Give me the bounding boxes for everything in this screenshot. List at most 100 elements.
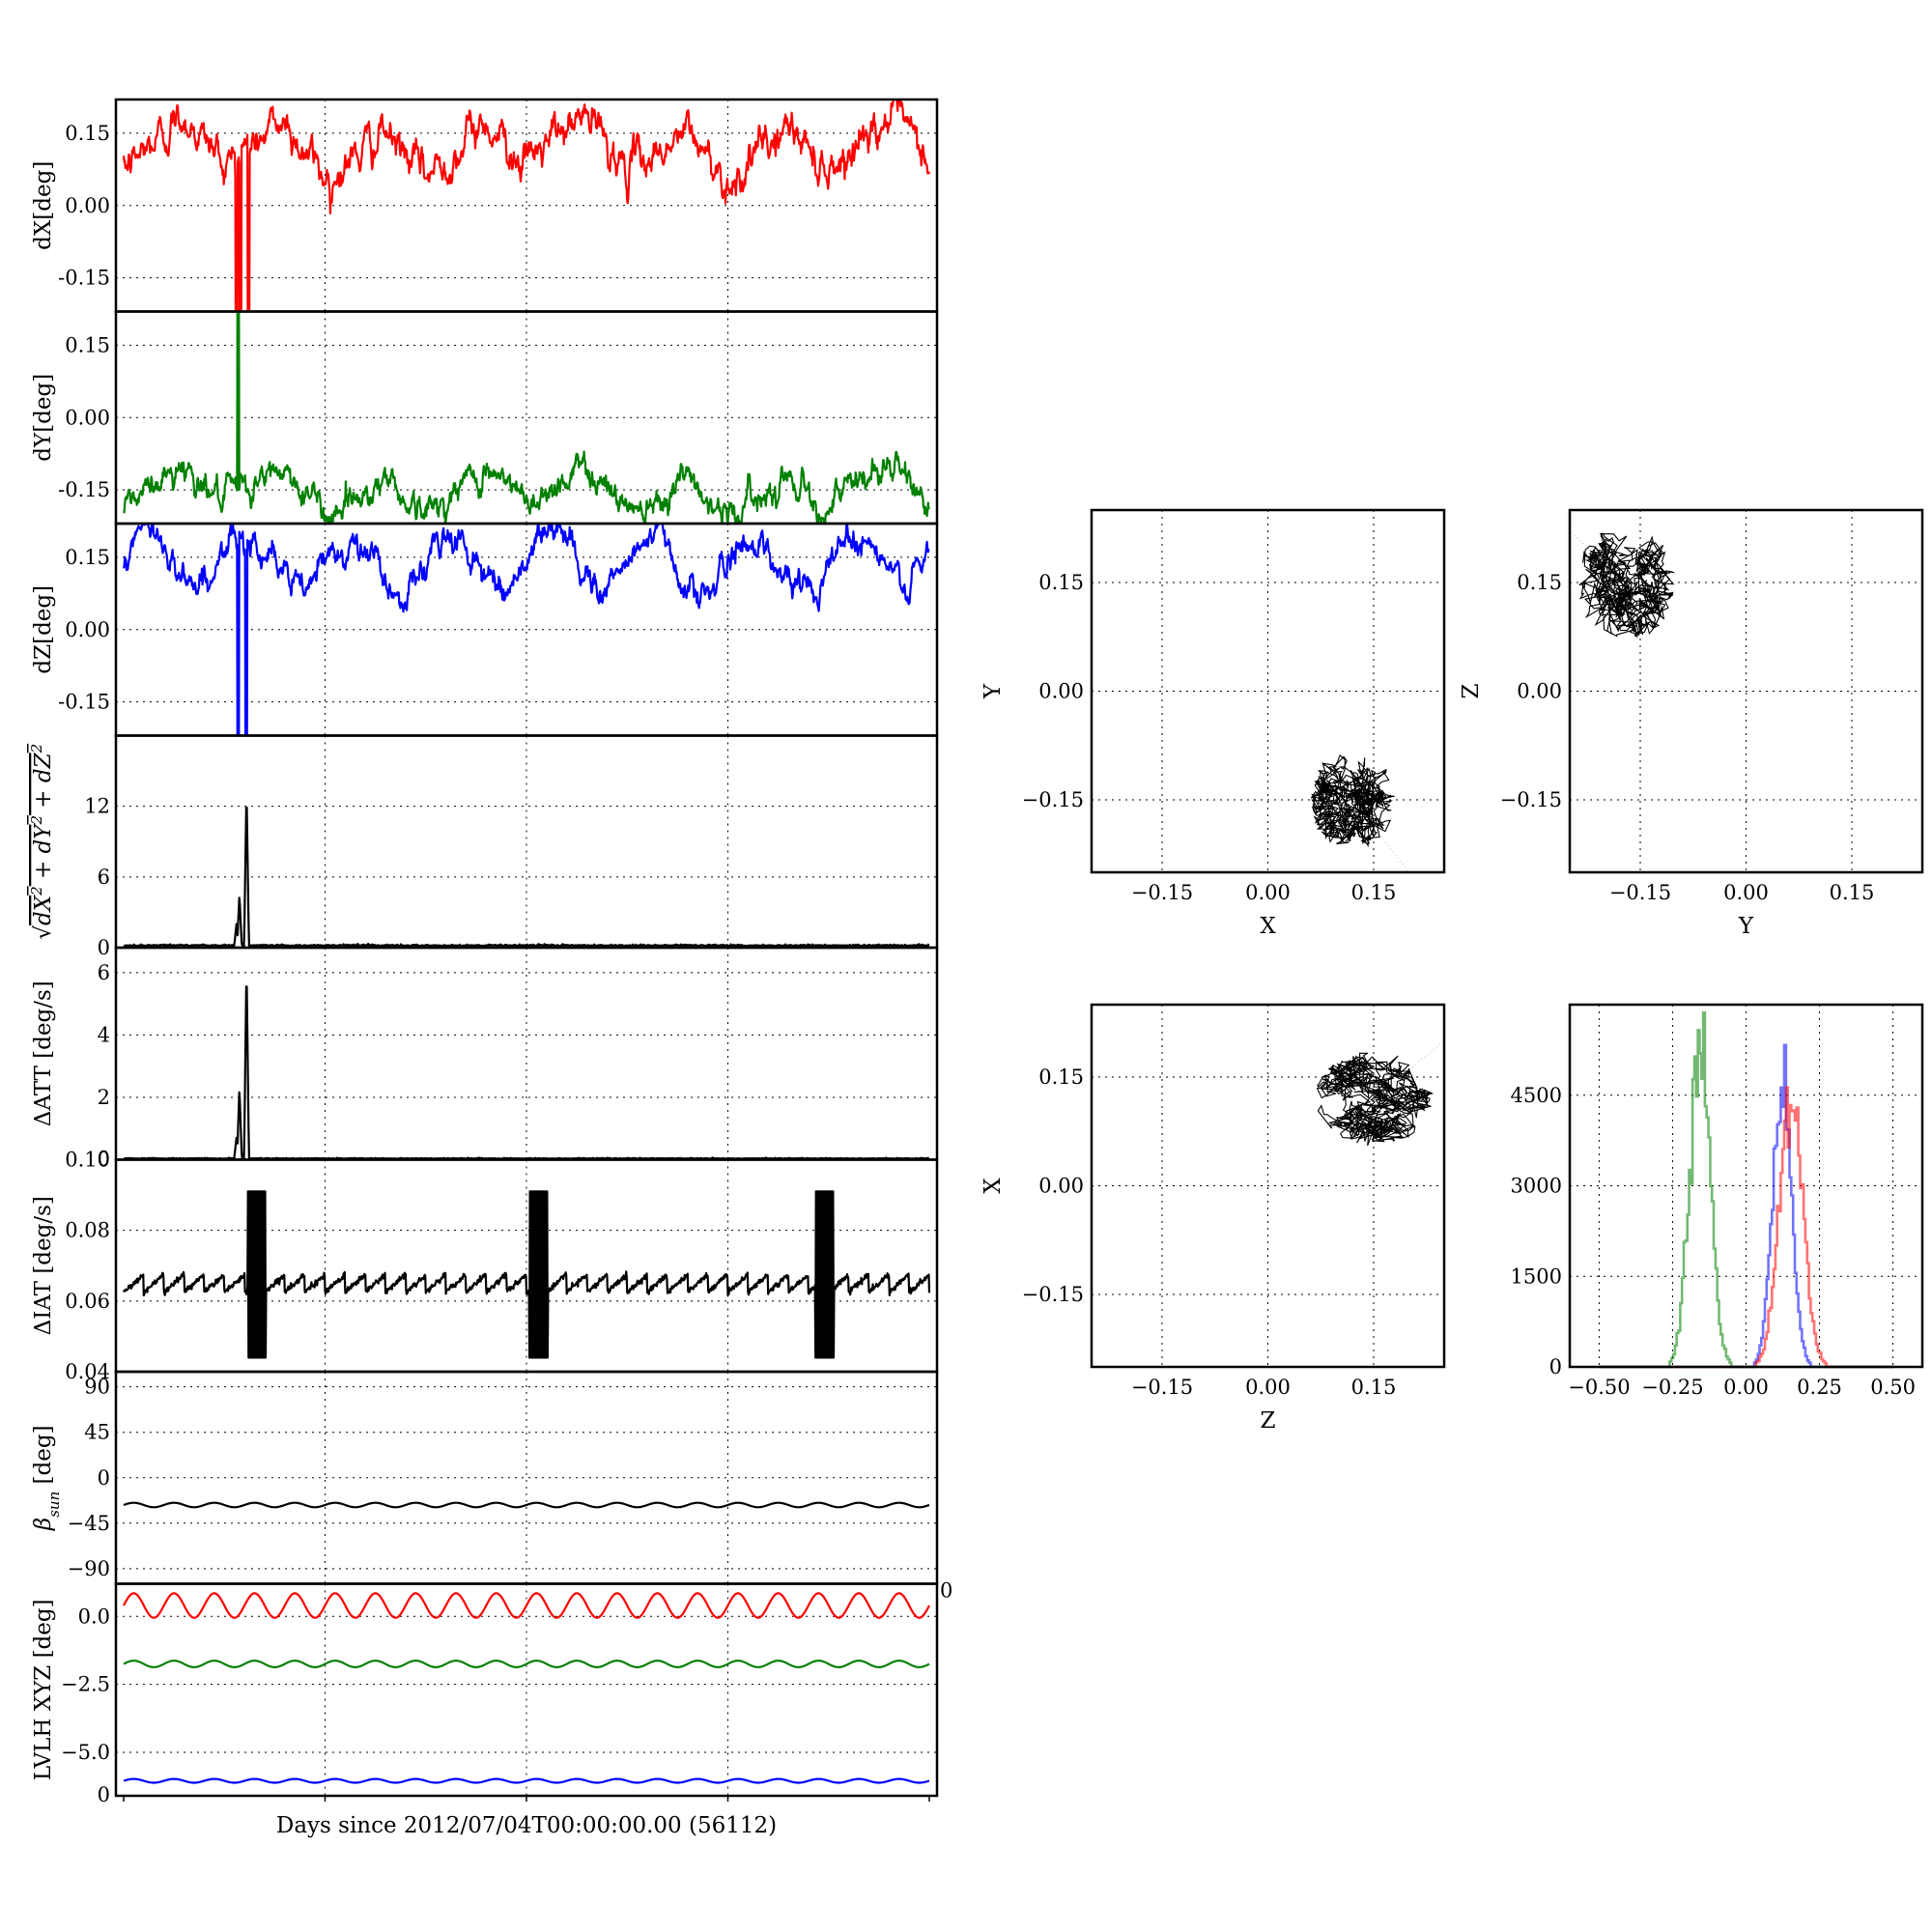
x-tick-label: −0.15 xyxy=(1609,881,1671,904)
x-tick-label: 0.00 xyxy=(1245,1376,1291,1399)
scatter-trace xyxy=(1578,532,1675,639)
scatter-panel-2: −0.15 0.15 0.00 0.00 0.15 −0.15 Z X xyxy=(980,1003,1446,1434)
y-axis-label: Y xyxy=(980,683,1006,699)
y-tick-label: −0.15 xyxy=(1022,788,1084,811)
x-tick-label: 0.50 xyxy=(1870,1376,1916,1399)
y-axis-label: dX[deg] xyxy=(31,161,56,250)
y-tick-label: 0.15 xyxy=(65,546,110,569)
y-tick-label: −45 xyxy=(68,1512,110,1535)
series-line-0 xyxy=(123,1592,930,1619)
y-tick-label: 2 xyxy=(98,1086,110,1109)
plot-area xyxy=(123,985,930,1160)
plot-area xyxy=(122,524,930,736)
y-tick-label: 0.15 xyxy=(1038,1065,1084,1089)
y-tick-label: 0.00 xyxy=(65,618,110,641)
plot-area xyxy=(122,1190,931,1359)
y-tick-label: −2.5 xyxy=(61,1673,110,1696)
scatter-trace xyxy=(1316,1052,1435,1147)
x-tick-label: 0.00 xyxy=(1723,1376,1769,1399)
axes-frame xyxy=(1568,1003,1924,1369)
plot-area xyxy=(122,99,931,312)
y-tick-label: 3000 xyxy=(1511,1175,1562,1198)
x-tick-label: −0.15 xyxy=(1131,1376,1193,1399)
y-tick-label: 0.00 xyxy=(65,406,110,429)
x-tick-label: 0.00 xyxy=(1723,881,1769,904)
y-tick-label: 4500 xyxy=(1511,1084,1562,1107)
y-tick-label: 0.08 xyxy=(65,1219,110,1242)
x-tick-label: −0.25 xyxy=(1641,1376,1703,1399)
overlap-tick-label: 0 xyxy=(940,1579,952,1603)
y-axis-label: dZ[deg] xyxy=(31,585,56,674)
scatter-panel-1: −0.15 0.15 0.00 0.00 0.15 −0.15 Y Z xyxy=(1459,508,1924,939)
y-tick-label: 12 xyxy=(84,795,110,818)
axes-frame xyxy=(1568,508,1924,874)
strip-panel-5: 0.08 0.06 0.04 ΔIAT [deg/s] xyxy=(31,1158,939,1383)
series-line-0 xyxy=(123,1501,930,1509)
x-tick-label: −0.50 xyxy=(1568,1376,1630,1399)
outlier-trail xyxy=(1373,1039,1444,1099)
histogram-panel: −0.50 −0.25 0.00 0.25 0.50 4500 3000 1500 0 xyxy=(1511,1003,1924,1399)
x-tick-label: 0.15 xyxy=(1351,1376,1397,1399)
y-tick-label: 0 xyxy=(98,1466,110,1490)
y-tick-label: −0.15 xyxy=(1500,788,1562,811)
time-axis-label: Days since 2012/07/04T00:00:00.00 (56112… xyxy=(276,1813,777,1838)
scatter-panel-0: −0.15 0.15 0.00 0.00 0.15 −0.15 X Y xyxy=(980,508,1446,939)
y-tick-label: 0 xyxy=(98,936,110,959)
y-axis-label: βsun [deg] xyxy=(31,1425,63,1531)
series-line-0 xyxy=(122,1190,931,1359)
series-line-2 xyxy=(123,1777,930,1784)
plot-area xyxy=(1310,753,1410,872)
x-axis-label: X xyxy=(1260,914,1276,939)
y-axis-label: X xyxy=(980,1178,1006,1194)
y-tick-label: 0.15 xyxy=(65,122,110,145)
y-tick-label: 0.15 xyxy=(1038,571,1084,594)
y-tick-label: 0.15 xyxy=(65,333,110,356)
series-line-0 xyxy=(122,99,931,312)
x-axis-label: Z xyxy=(1261,1408,1276,1434)
plot-area xyxy=(123,311,930,524)
y-tick-label: −90 xyxy=(68,1557,110,1580)
plot-area xyxy=(1316,1039,1444,1147)
y-tick-label: 1500 xyxy=(1511,1264,1562,1288)
strip-panel-3: 12 6 0 √dX2 + dY2 + dZ2 xyxy=(28,734,939,959)
plot-area xyxy=(1570,530,1675,639)
y-tick-label: 6 xyxy=(98,961,110,984)
y-tick-label: 45 xyxy=(84,1421,110,1444)
y-tick-label: 0.0 xyxy=(78,1605,110,1628)
y-axis-label: dY[deg] xyxy=(31,374,56,462)
y-tick-label: 0.15 xyxy=(1517,571,1562,594)
y-axis-label: ΔIAT [deg/s] xyxy=(31,1196,56,1335)
y-tick-label: 0.00 xyxy=(1038,680,1084,703)
y-tick-label: 0.04 xyxy=(65,1360,110,1383)
overlap-tick-label: 0 xyxy=(98,1783,110,1806)
x-tick-label: −0.15 xyxy=(1131,881,1193,904)
scatter-trace xyxy=(1310,753,1395,848)
x-tick-label: 0.15 xyxy=(1351,881,1397,904)
y-tick-label: 6 xyxy=(98,866,110,889)
y-tick-label: 0.06 xyxy=(65,1290,110,1313)
y-tick-label: -0.15 xyxy=(58,267,110,290)
x-tick-label: 0.15 xyxy=(1830,881,1875,904)
series-line-0 xyxy=(123,806,930,948)
y-tick-label: 90 xyxy=(84,1376,110,1399)
plot-area xyxy=(123,1501,930,1509)
y-tick-label: −5.0 xyxy=(61,1741,110,1764)
axes-frame xyxy=(1090,508,1446,874)
y-tick-label: 0.00 xyxy=(1517,680,1562,703)
y-axis-label: Z xyxy=(1459,683,1484,698)
y-tick-label: -0.15 xyxy=(58,478,110,501)
plot-area xyxy=(123,1592,930,1784)
overlap-tick-label: 0 xyxy=(98,1148,110,1171)
y-tick-label: 0.10 xyxy=(65,1149,110,1172)
y-tick-label: -0.15 xyxy=(58,691,110,714)
y-axis-label: LVLH XYZ [deg] xyxy=(31,1599,56,1780)
y-axis-label: ΔATT [deg/s] xyxy=(31,980,56,1126)
strip-panel-4: 6 4 2 0.10 ΔATT [deg/s] 0 xyxy=(31,946,939,1172)
axes-frame xyxy=(1090,1003,1446,1369)
series-line-0 xyxy=(123,985,930,1160)
